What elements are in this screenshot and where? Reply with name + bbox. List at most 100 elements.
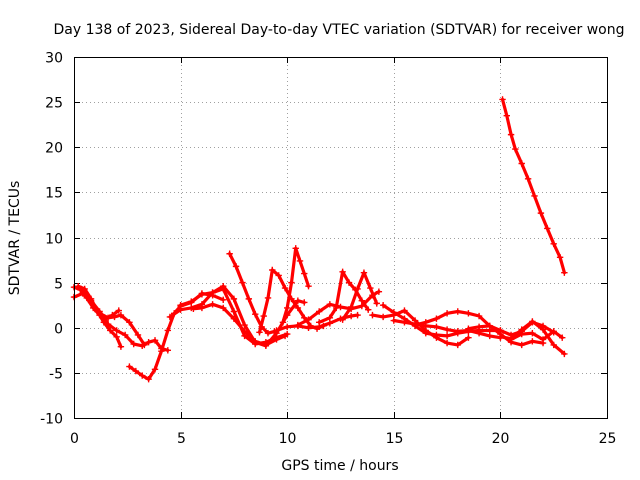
- data-point-marker: [198, 304, 206, 312]
- data-point-marker: [264, 329, 272, 337]
- data-point-marker: [561, 350, 568, 358]
- data-point-marker: [390, 317, 397, 324]
- data-point-marker: [358, 297, 366, 304]
- data-point-marker: [365, 306, 372, 313]
- series-line: [317, 270, 370, 324]
- data-point-marker: [87, 297, 95, 304]
- data-point-marker: [531, 192, 538, 200]
- series-line: [76, 284, 123, 349]
- data-point-marker: [443, 310, 451, 317]
- data-point-marker: [475, 329, 483, 337]
- data-point-marker: [117, 311, 125, 319]
- series-satellite-track-22: [507, 328, 566, 343]
- data-point-marker: [561, 269, 568, 276]
- data-point-marker: [158, 348, 165, 355]
- data-point-marker: [401, 319, 408, 326]
- data-point-marker: [190, 305, 197, 312]
- series-satellite-track-9: [226, 250, 278, 337]
- chart-title: Day 138 of 2023, Sidereal Day-to-day VTE…: [54, 22, 625, 38]
- series-line: [191, 302, 287, 347]
- data-point-marker: [96, 308, 103, 315]
- data-point-marker: [379, 313, 387, 321]
- data-point-marker: [556, 254, 564, 261]
- series-satellite-track-12: [273, 311, 361, 334]
- plot-frame: [74, 57, 608, 419]
- data-point-marker: [232, 263, 240, 270]
- data-point-marker: [390, 309, 397, 316]
- data-point-marker: [524, 175, 532, 183]
- data-point-marker: [134, 331, 142, 339]
- data-point-marker: [115, 307, 122, 314]
- data-point-marker: [373, 300, 380, 307]
- data-point-marker: [104, 314, 112, 322]
- data-point-marker: [454, 341, 461, 349]
- data-point-marker: [345, 279, 353, 286]
- x-tick-label: 25: [599, 431, 617, 447]
- data-point-marker: [512, 145, 519, 153]
- data-point-marker: [294, 297, 302, 304]
- data-point-marker: [347, 312, 355, 320]
- data-point-marker: [104, 320, 112, 328]
- data-point-marker: [315, 308, 323, 315]
- series-satellite-track-11: [279, 245, 312, 326]
- y-tick-label: 10: [45, 232, 63, 248]
- data-point-marker: [252, 338, 259, 345]
- data-point-marker: [188, 298, 195, 305]
- data-point-marker: [279, 319, 287, 326]
- data-point-marker: [75, 283, 82, 290]
- series-satellite-track-15: [339, 269, 380, 323]
- plot-area: [70, 96, 568, 383]
- data-point-marker: [550, 341, 557, 349]
- series-satellite-track-8: [190, 301, 289, 349]
- data-point-marker: [559, 334, 566, 341]
- data-point-marker: [139, 342, 146, 349]
- data-point-marker: [369, 311, 376, 319]
- data-point-marker: [507, 131, 515, 138]
- data-point-marker: [166, 313, 174, 321]
- data-point-marker: [79, 287, 86, 294]
- y-tick-label: -5: [49, 367, 63, 383]
- data-point-marker: [433, 315, 440, 322]
- data-point-marker: [379, 301, 387, 309]
- data-point-marker: [475, 312, 483, 320]
- data-point-marker: [269, 266, 276, 274]
- data-point-marker: [375, 288, 383, 295]
- x-axis-label: GPS time / hours: [281, 458, 398, 474]
- data-point-marker: [294, 321, 302, 329]
- data-point-marker: [539, 326, 547, 333]
- data-point-marker: [111, 313, 118, 321]
- x-tick-label: 10: [279, 431, 297, 447]
- data-point-marker: [245, 295, 253, 303]
- data-point-marker: [503, 112, 510, 119]
- data-point-marker: [443, 326, 451, 333]
- data-point-marker: [529, 329, 536, 337]
- data-point-marker: [294, 304, 302, 312]
- series-satellite-track-4: [79, 287, 172, 354]
- data-point-marker: [145, 375, 152, 383]
- data-point-marker: [333, 304, 340, 312]
- data-point-marker: [360, 269, 368, 276]
- data-point-marker: [326, 320, 334, 327]
- data-point-marker: [544, 225, 551, 232]
- data-point-marker: [475, 323, 483, 331]
- data-point-marker: [465, 325, 472, 332]
- data-point-marker: [209, 301, 216, 308]
- data-point-marker: [275, 272, 282, 279]
- data-point-marker: [305, 316, 312, 323]
- tick-labels: 0 5 10 15 20 25 -10 -5 0 5 10 15 20 25 30: [40, 51, 616, 448]
- data-point-marker: [177, 301, 184, 309]
- data-point-marker: [401, 307, 408, 314]
- data-point-marker: [264, 294, 272, 302]
- data-point-marker: [326, 301, 334, 308]
- data-point-marker: [337, 303, 344, 311]
- data-point-marker: [126, 319, 133, 326]
- grid-lines: [74, 57, 607, 418]
- data-point-marker: [256, 329, 263, 336]
- data-point-marker: [433, 331, 440, 339]
- y-axis-label: SDTVAR / TECUs: [7, 181, 23, 296]
- y-tick-label: 30: [45, 51, 63, 67]
- data-point-marker: [454, 328, 461, 335]
- data-point-marker: [262, 341, 270, 349]
